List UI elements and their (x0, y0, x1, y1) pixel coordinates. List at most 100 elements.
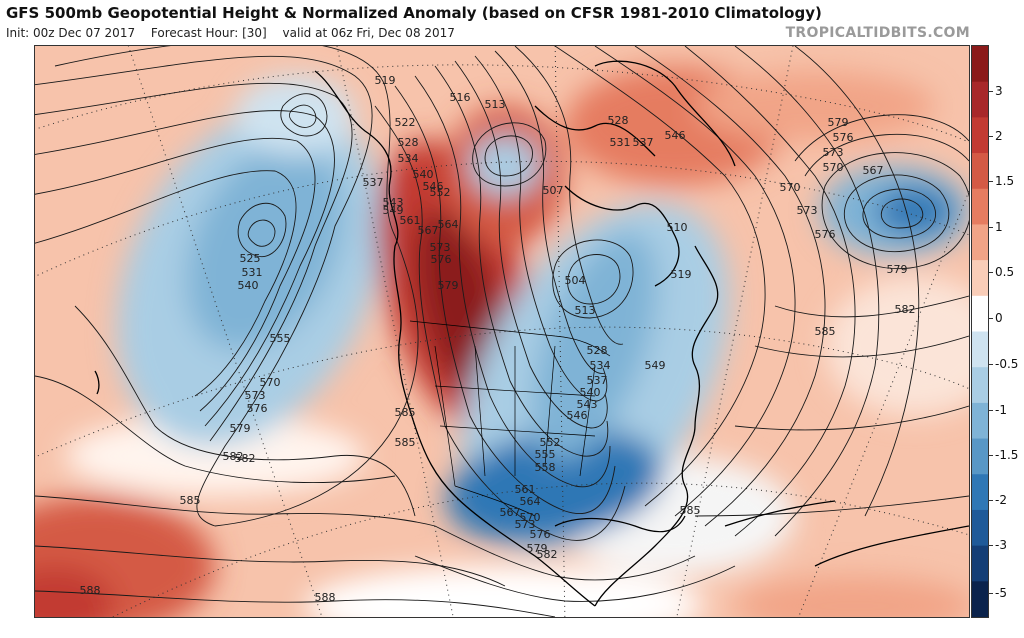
colorbar-tick-label: -1 (989, 403, 1007, 417)
contour-label: 585 (395, 406, 416, 419)
contour-label: 516 (450, 91, 471, 104)
contour-label: 507 (543, 184, 564, 197)
contour-label: 549 (645, 359, 666, 372)
contour-label: 564 (520, 495, 541, 508)
contour-label: 567 (418, 224, 439, 237)
colorbar-scale (972, 46, 988, 618)
map-subtitle: Init: 00z Dec 07 2017 Forecast Hour: [30… (6, 26, 467, 40)
colorbar-tick-label: 3 (989, 84, 1003, 98)
contour-label: 558 (535, 461, 556, 474)
contour-label: 570 (260, 376, 281, 389)
contour-label: 579 (527, 542, 548, 555)
contour-label: 561 (400, 214, 421, 227)
contour-label: 579 (887, 263, 908, 276)
contour-label: 576 (833, 131, 854, 144)
contour-label: 582 (537, 548, 558, 561)
contour-label: 564 (438, 218, 459, 231)
contour-label: 573 (430, 241, 451, 254)
contour-label: 540 (413, 168, 434, 181)
contour-label: 582 (223, 450, 244, 463)
contour-label: 552 (540, 436, 561, 449)
contour-label: 534 (590, 359, 611, 372)
contour-label: 570 (780, 181, 801, 194)
colorbar-segment (972, 81, 988, 118)
colorbar-ticks: 3 2 1.5 1 0.5 0 -0.5 -1 -1.5 -2 -3 -5 (989, 45, 1024, 618)
map-panel[interactable]: 519 516 513 522 528 534 540 537 546 543 552 549 561 5… (34, 45, 970, 618)
contour-label: 588 (80, 584, 101, 597)
political-borders (409, 320, 611, 517)
colorbar-segment (972, 224, 988, 261)
contour-label: 519 (671, 268, 692, 281)
map-title: GFS 500mb Geopotential Height & Normaliz… (6, 4, 822, 22)
lat-lon-grid (35, 46, 969, 617)
contour-label: 531 (242, 266, 263, 279)
colorbar-tick-label: -5 (989, 586, 1007, 600)
contour-label: 528 (587, 344, 608, 357)
contour-label: 528 (398, 136, 419, 149)
contour-label: 540 (580, 386, 601, 399)
valid-time: valid at 06z Fri, Dec 08 2017 (282, 26, 455, 40)
colorbar-segment (972, 188, 988, 226)
contour-label: 555 (535, 448, 556, 461)
contour-label: 579 (828, 116, 849, 129)
colorbar-tick-label: -3 (989, 538, 1007, 552)
colorbar-segment (972, 260, 988, 297)
contour-label: 582 (235, 452, 256, 465)
colorbar-segment (972, 331, 988, 368)
contour-label: 510 (667, 221, 688, 234)
anomaly-shading (35, 66, 969, 617)
colorbar-tick-label: 0.5 (989, 265, 1014, 279)
contour-label: 585 (180, 494, 201, 507)
contour-label: 546 (423, 180, 444, 193)
colorbar-segment (972, 295, 988, 333)
contour-label: 522 (395, 116, 416, 129)
colorbar-segment (972, 438, 988, 475)
contour-label: 585 (815, 325, 836, 338)
contour-label: 567 (500, 506, 521, 519)
init-time: Init: 00z Dec 07 2017 (6, 26, 136, 40)
colorbar-tick-label: 1 (989, 220, 1003, 234)
contour-label: 552 (430, 186, 451, 199)
contour-label: 519 (375, 74, 396, 87)
contour-label: 531 (610, 136, 631, 149)
contour-label: 537 (587, 374, 608, 387)
colorbar-tick-label: 2 (989, 129, 1003, 143)
contour-label: 585 (395, 436, 416, 449)
colorbar-segment (972, 402, 988, 440)
contour-label: 534 (398, 152, 419, 165)
colorbar-segment (972, 117, 988, 154)
contour-label: 528 (608, 114, 629, 127)
contour-label: 579 (230, 422, 251, 435)
colorbar-segment (972, 46, 988, 83)
colorbar-segment (972, 474, 988, 511)
contour-label: 540 (238, 279, 259, 292)
contour-label: 576 (530, 528, 551, 541)
colorbar-segment (972, 545, 988, 582)
colorbar-tick-label: -2 (989, 493, 1007, 507)
contour-label: 585 (680, 504, 701, 517)
colorbar-segment (972, 581, 988, 618)
contour-label: 573 (245, 389, 266, 402)
contour-label: 588 (315, 591, 336, 604)
coastlines (94, 60, 969, 607)
contour-label: 573 (515, 518, 536, 531)
forecast-hour: Forecast Hour: [30] (150, 26, 267, 40)
contour-label: 543 (383, 196, 404, 209)
contour-label: 543 (577, 398, 598, 411)
contour-label: 576 (431, 253, 452, 266)
height-contours (35, 46, 969, 617)
contour-label: 561 (515, 483, 536, 496)
contour-label: 537 (633, 136, 654, 149)
contour-label: 525 (240, 252, 261, 265)
contour-label: 549 (383, 204, 404, 217)
contour-label: 513 (485, 98, 506, 111)
contour-label: 504 (565, 274, 586, 287)
colorbar-segment (972, 153, 988, 190)
contour-label: 573 (797, 204, 818, 217)
contour-label: 579 (438, 279, 459, 292)
contour-label: 555 (270, 332, 291, 345)
colorbar-tick-label: -1.5 (989, 448, 1018, 462)
contour-label: 570 (520, 511, 541, 524)
